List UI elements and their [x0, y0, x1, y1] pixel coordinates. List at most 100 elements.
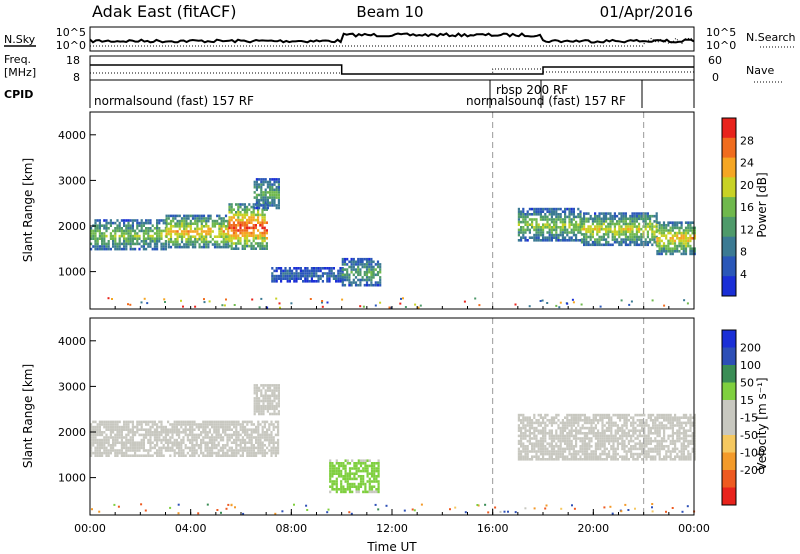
heatmap-cell [94, 436, 97, 439]
heatmap-cell [230, 226, 233, 230]
heatmap-cell [297, 267, 300, 270]
heatmap-cell [169, 238, 173, 241]
heatmap-cell [561, 455, 564, 458]
heatmap-cell [372, 270, 375, 274]
heatmap-cell [237, 438, 240, 442]
heatmap-cell [656, 252, 659, 256]
heatmap-cell [123, 425, 126, 429]
heatmap-cell [239, 454, 242, 457]
x-tick-label: 12:00 [376, 522, 408, 535]
heatmap-cell [271, 384, 274, 387]
heatmap-cell [685, 421, 688, 425]
heatmap-cell [315, 272, 318, 275]
heatmap-cell [630, 455, 633, 458]
scatter-cell [278, 302, 281, 305]
heatmap-cell [693, 426, 696, 430]
heatmap-cell [548, 239, 551, 242]
heatmap-cell [359, 485, 363, 488]
heatmap-cell [255, 193, 258, 197]
heatmap-cell [107, 436, 110, 439]
heatmap-cell [546, 239, 549, 242]
heatmap-cell [178, 222, 181, 225]
heatmap-cell [98, 221, 101, 225]
heatmap-cell [665, 413, 668, 417]
heatmap-cell [522, 210, 525, 213]
heatmap-cell [120, 444, 123, 447]
scatter-cell [671, 507, 674, 509]
heatmap-cell [357, 467, 360, 470]
heatmap-cell [118, 221, 121, 225]
heatmap-cell [228, 205, 231, 209]
heatmap-cell [588, 445, 591, 448]
heatmap-cell [335, 480, 338, 483]
heatmap-cell [537, 442, 540, 445]
heatmap-cell [363, 270, 366, 274]
heatmap-cell [264, 204, 267, 207]
heatmap-cell [174, 225, 177, 228]
heatmap-cell [600, 212, 603, 215]
heatmap-cell [687, 229, 690, 232]
heatmap-cell [665, 244, 668, 248]
scatter-cell [528, 305, 531, 308]
heatmap-cell [217, 420, 220, 424]
heatmap-cell [342, 462, 345, 465]
heatmap-cell [215, 433, 218, 437]
heatmap-cell [539, 439, 542, 443]
heatmap-cell [594, 442, 597, 445]
heatmap-cell [629, 235, 632, 239]
heatmap-cell [145, 423, 148, 426]
heatmap-cell [669, 424, 672, 427]
heatmap-cell [174, 217, 177, 220]
heatmap-cell [211, 436, 214, 439]
heatmap-cell [271, 412, 274, 416]
heatmap-cell [233, 425, 236, 429]
heatmap-cell [570, 429, 573, 432]
heatmap-cell [379, 276, 382, 279]
heatmap-cell [237, 234, 240, 237]
heatmap-cell [186, 433, 189, 437]
heatmap-cell [583, 235, 586, 239]
heatmap-cell [613, 235, 616, 239]
heatmap-cell [559, 452, 562, 456]
heatmap-cell [158, 219, 161, 222]
heatmap-cell [649, 442, 652, 445]
heatmap-cell [656, 434, 659, 438]
heatmap-cell [176, 225, 179, 228]
heatmap-cell [237, 205, 240, 209]
heatmap-cell [605, 212, 608, 215]
heatmap-cell [162, 428, 165, 431]
heatmap-cell [526, 220, 529, 224]
heatmap-cell [579, 447, 582, 451]
heatmap-cell [687, 429, 690, 432]
heatmap-cell [224, 245, 228, 249]
heatmap-cell [273, 384, 276, 387]
heatmap-cell [674, 416, 677, 419]
heatmap-cell [624, 217, 627, 221]
heatmap-cell [546, 220, 549, 224]
heatmap-cell [98, 428, 101, 431]
heatmap-cell [228, 226, 231, 230]
heatmap-cell [368, 270, 371, 274]
heatmap-cell [539, 226, 542, 229]
heatmap-cell [202, 451, 205, 455]
heatmap-cell [561, 452, 564, 456]
heatmap-cell [658, 421, 661, 425]
heatmap-cell [368, 278, 371, 282]
heatmap-cell [622, 238, 625, 241]
heatmap-cell [649, 413, 652, 417]
heatmap-cell [544, 213, 547, 216]
heatmap-cell [255, 446, 258, 450]
power-colorbar-swatch [722, 236, 736, 257]
heatmap-cell [186, 423, 189, 426]
heatmap-cell [656, 413, 659, 417]
heatmap-cell [337, 280, 340, 283]
heatmap-cell [649, 238, 652, 241]
heatmap-cell [660, 247, 663, 250]
heatmap-cell [350, 263, 353, 266]
heatmap-cell [581, 439, 584, 443]
heatmap-cell [671, 416, 674, 419]
heatmap-cell [689, 416, 692, 419]
heatmap-cell [116, 229, 119, 233]
heatmap-cell [101, 420, 104, 424]
